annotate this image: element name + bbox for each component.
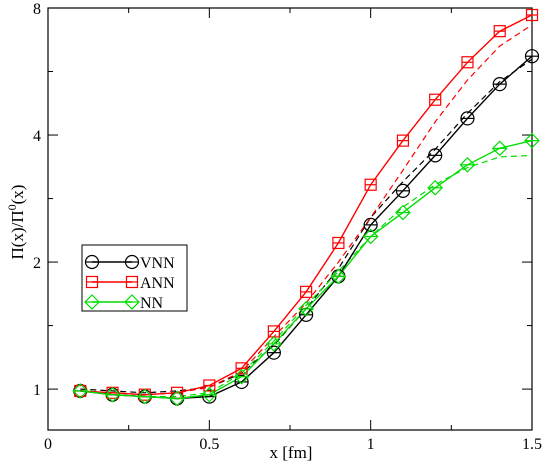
- legend-ann-label: ANN: [140, 275, 175, 292]
- solid-series: [80, 14, 533, 400]
- series-vnn-dashed-line: [80, 58, 533, 394]
- legend-nn-label: NN: [140, 295, 164, 312]
- legend-vnn-label: VNN: [140, 255, 175, 272]
- series-vnn-line: [80, 55, 533, 400]
- y-axis-label-sup: 0: [5, 204, 19, 210]
- axis-ticks: [47, 7, 533, 430]
- series-ann-dashed-line: [80, 24, 533, 396]
- series-nn-point: [459, 156, 476, 173]
- x-tick-label: 1: [367, 436, 375, 453]
- y-axis-label: Π(x)/Π0(x): [5, 185, 27, 260]
- series-nn-point: [266, 336, 282, 352]
- x-axis-label: x [fm]: [270, 443, 313, 462]
- series-nn-point: [362, 228, 379, 245]
- series-nn-point: [427, 179, 444, 196]
- series-nn-point: [169, 390, 185, 407]
- series-nn-point: [524, 132, 540, 149]
- x-tick-label: 1.5: [522, 436, 542, 453]
- y-tick-label: 1: [33, 382, 41, 399]
- series-nn-point: [491, 140, 508, 157]
- x-tick-label: 0.5: [199, 436, 219, 453]
- y-tick-label: 4: [33, 128, 41, 145]
- series-nn-point: [395, 204, 411, 221]
- series-markers: [72, 8, 540, 407]
- series-nn-point: [298, 300, 314, 317]
- series-nn-point: [330, 268, 347, 285]
- tick-labels: 0 0.5 1 1.5 1 2 4 8: [33, 1, 542, 453]
- y-tick-label: 2: [33, 255, 41, 272]
- legend-nn-marker-left: [84, 294, 100, 310]
- x-tick-label: 0: [44, 436, 52, 453]
- series-nn-point: [201, 386, 218, 403]
- dashed-series: [80, 24, 533, 398]
- series-nn-point: [72, 383, 89, 399]
- y-axis-label-tail: (x): [8, 185, 27, 205]
- legend: VNN ANN NN: [81, 244, 188, 312]
- y-tick-label: 8: [33, 1, 41, 18]
- series-ann-line: [80, 14, 533, 396]
- legend-nn-marker-right: [124, 294, 140, 310]
- series-nn-point: [233, 368, 250, 385]
- series-nn-point: [136, 388, 153, 405]
- y-axis-label-main: Π(x)/Π: [8, 210, 27, 259]
- series-nn-point: [104, 386, 121, 403]
